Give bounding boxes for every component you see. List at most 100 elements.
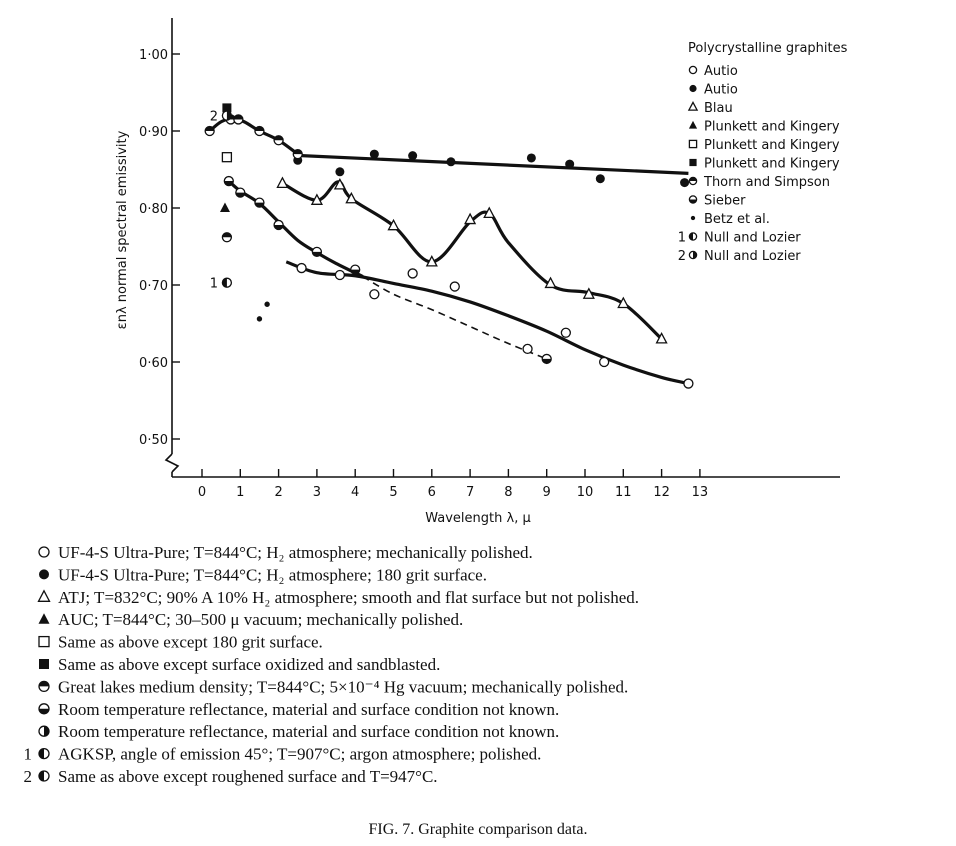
y-tick-label: 0·70 bbox=[139, 279, 168, 294]
half-circle-fill bbox=[312, 251, 322, 257]
x-tick-label: 6 bbox=[428, 485, 436, 500]
half-circle-fill bbox=[39, 681, 49, 687]
data-point-2-5 bbox=[425, 255, 438, 267]
data-point-8-1 bbox=[264, 301, 270, 307]
open-triangle-marker bbox=[464, 212, 477, 225]
caption-line-6: Great lakes medium density; T=844°C; 5×1… bbox=[58, 677, 628, 696]
half-circle-fill bbox=[222, 278, 227, 288]
curve-5 bbox=[285, 260, 689, 386]
half-circle-fill bbox=[689, 199, 697, 204]
x-tick-label: 5 bbox=[389, 485, 397, 500]
filled-circle-marker bbox=[39, 569, 49, 580]
filled-square-marker bbox=[222, 103, 232, 113]
half-circle-fill bbox=[235, 192, 245, 198]
y-tick-label: 0·50 bbox=[139, 433, 168, 448]
x-tick-label: 2 bbox=[274, 485, 282, 500]
open-circle-marker bbox=[522, 343, 533, 355]
caption-marker-1 bbox=[39, 569, 49, 580]
caption-prefix: 1 bbox=[24, 745, 33, 764]
caption-marker-0 bbox=[38, 546, 50, 558]
legend-marker-3 bbox=[688, 120, 698, 129]
data-point-3-0 bbox=[219, 202, 230, 212]
x-tick-label: 4 bbox=[351, 485, 359, 500]
data-point-0-8 bbox=[683, 378, 694, 389]
x-tick-label: 0 bbox=[198, 485, 206, 500]
caption-block: UF-4-S Ultra-Pure; T=844°C; H₂ atmospher… bbox=[24, 543, 640, 786]
data-point-2-8 bbox=[544, 276, 557, 289]
data-point-0-0 bbox=[296, 262, 307, 274]
legend-marker-6 bbox=[688, 176, 698, 186]
legend-marker-5 bbox=[689, 158, 697, 167]
open-square-marker bbox=[688, 139, 698, 149]
caption-line-0: UF-4-S Ultra-Pure; T=844°C; H₂ atmospher… bbox=[58, 543, 533, 562]
half-circle-fill bbox=[689, 177, 697, 181]
data-point-10-0 bbox=[221, 110, 233, 121]
caption-line-9: AGKSP, angle of emission 45°; T=907°C; a… bbox=[58, 745, 541, 764]
small-filled-circle-marker bbox=[690, 215, 696, 221]
data-point-0-1 bbox=[334, 269, 346, 281]
filled-circle-marker bbox=[595, 174, 605, 184]
x-tick-label: 3 bbox=[313, 485, 321, 500]
data-point-4-0 bbox=[221, 152, 233, 163]
legend-marker-9 bbox=[688, 232, 698, 241]
curve-0 bbox=[301, 154, 689, 175]
half-circle-fill bbox=[254, 126, 264, 131]
open-triangle-marker bbox=[655, 332, 668, 344]
half-circle-fill bbox=[224, 181, 234, 186]
legend-marker-10 bbox=[688, 250, 698, 260]
curve-3 bbox=[227, 179, 364, 278]
axes: 0·500·600·700·800·901·000 1 2 3 4 5 6 7 8 9 10 11 12… bbox=[115, 18, 840, 526]
half-circle-fill bbox=[274, 224, 284, 230]
y-axis-break bbox=[164, 453, 180, 473]
filled-circle-marker bbox=[680, 178, 690, 188]
open-triangle-marker bbox=[37, 589, 51, 602]
legend-prefix: 1 bbox=[678, 231, 686, 246]
open-circle-marker bbox=[560, 327, 571, 338]
legend-marker-7 bbox=[688, 195, 698, 204]
legend-label-9: Null and Lozier bbox=[704, 231, 801, 246]
open-triangle-marker bbox=[544, 276, 557, 289]
data-point-2-1 bbox=[310, 193, 323, 205]
half-circle-fill bbox=[39, 771, 44, 781]
caption-line-10: Same as above except roughened surface a… bbox=[58, 767, 438, 786]
filled-triangle-marker bbox=[688, 120, 698, 129]
legend-marker-4 bbox=[688, 139, 698, 149]
y-tick-label: 0·80 bbox=[139, 202, 168, 217]
caption-line-4: Same as above except 180 grit surface. bbox=[58, 633, 323, 652]
data-point-0-5 bbox=[522, 343, 533, 355]
y-tick-label: 1·00 bbox=[139, 48, 168, 63]
data-point-0-6 bbox=[560, 327, 571, 338]
caption-marker-6 bbox=[38, 680, 50, 693]
filled-circle-marker bbox=[689, 84, 697, 93]
data-point-6-5 bbox=[292, 148, 303, 160]
half-circle-fill bbox=[39, 708, 49, 714]
x-tick-label: 7 bbox=[466, 485, 474, 500]
data-point-6-0 bbox=[204, 125, 215, 137]
open-triangle-marker bbox=[483, 206, 496, 219]
legend-label-6: Thorn and Simpson bbox=[703, 175, 830, 190]
data-point-0-2 bbox=[369, 289, 380, 300]
data-point-1-2 bbox=[369, 149, 379, 159]
open-triangle-marker bbox=[617, 296, 630, 309]
filled-square-marker bbox=[39, 659, 49, 669]
data-point-2-4 bbox=[387, 218, 400, 231]
open-circle-marker bbox=[683, 378, 694, 389]
data-point-1-8 bbox=[680, 178, 690, 188]
legend: Polycrystalline graphites Autio Autio Blau P… bbox=[678, 41, 848, 264]
half-circle-fill bbox=[274, 135, 284, 141]
data-point-8-0 bbox=[256, 316, 263, 322]
filled-circle-marker bbox=[369, 149, 379, 159]
filled-triangle-marker bbox=[38, 613, 50, 624]
half-circle-fill bbox=[39, 748, 44, 759]
open-triangle-marker bbox=[387, 218, 400, 231]
caption-line-7: Room temperature reflectance, material a… bbox=[58, 700, 559, 719]
data-point-1-5 bbox=[526, 153, 536, 163]
caption-marker-2 bbox=[37, 589, 51, 602]
caption-marker-10 bbox=[38, 770, 50, 782]
legend-label-5: Plunkett and Kingery bbox=[704, 157, 840, 172]
data-point-1-4 bbox=[446, 157, 456, 167]
caption-line-3: AUC; T=844°C; 30–500 μ vacuum; mechanica… bbox=[58, 610, 463, 629]
open-circle-marker bbox=[369, 289, 380, 300]
caption-line-2: ATJ; T=832°C; 90% A 10% H₂ atmosphere; s… bbox=[58, 588, 639, 607]
